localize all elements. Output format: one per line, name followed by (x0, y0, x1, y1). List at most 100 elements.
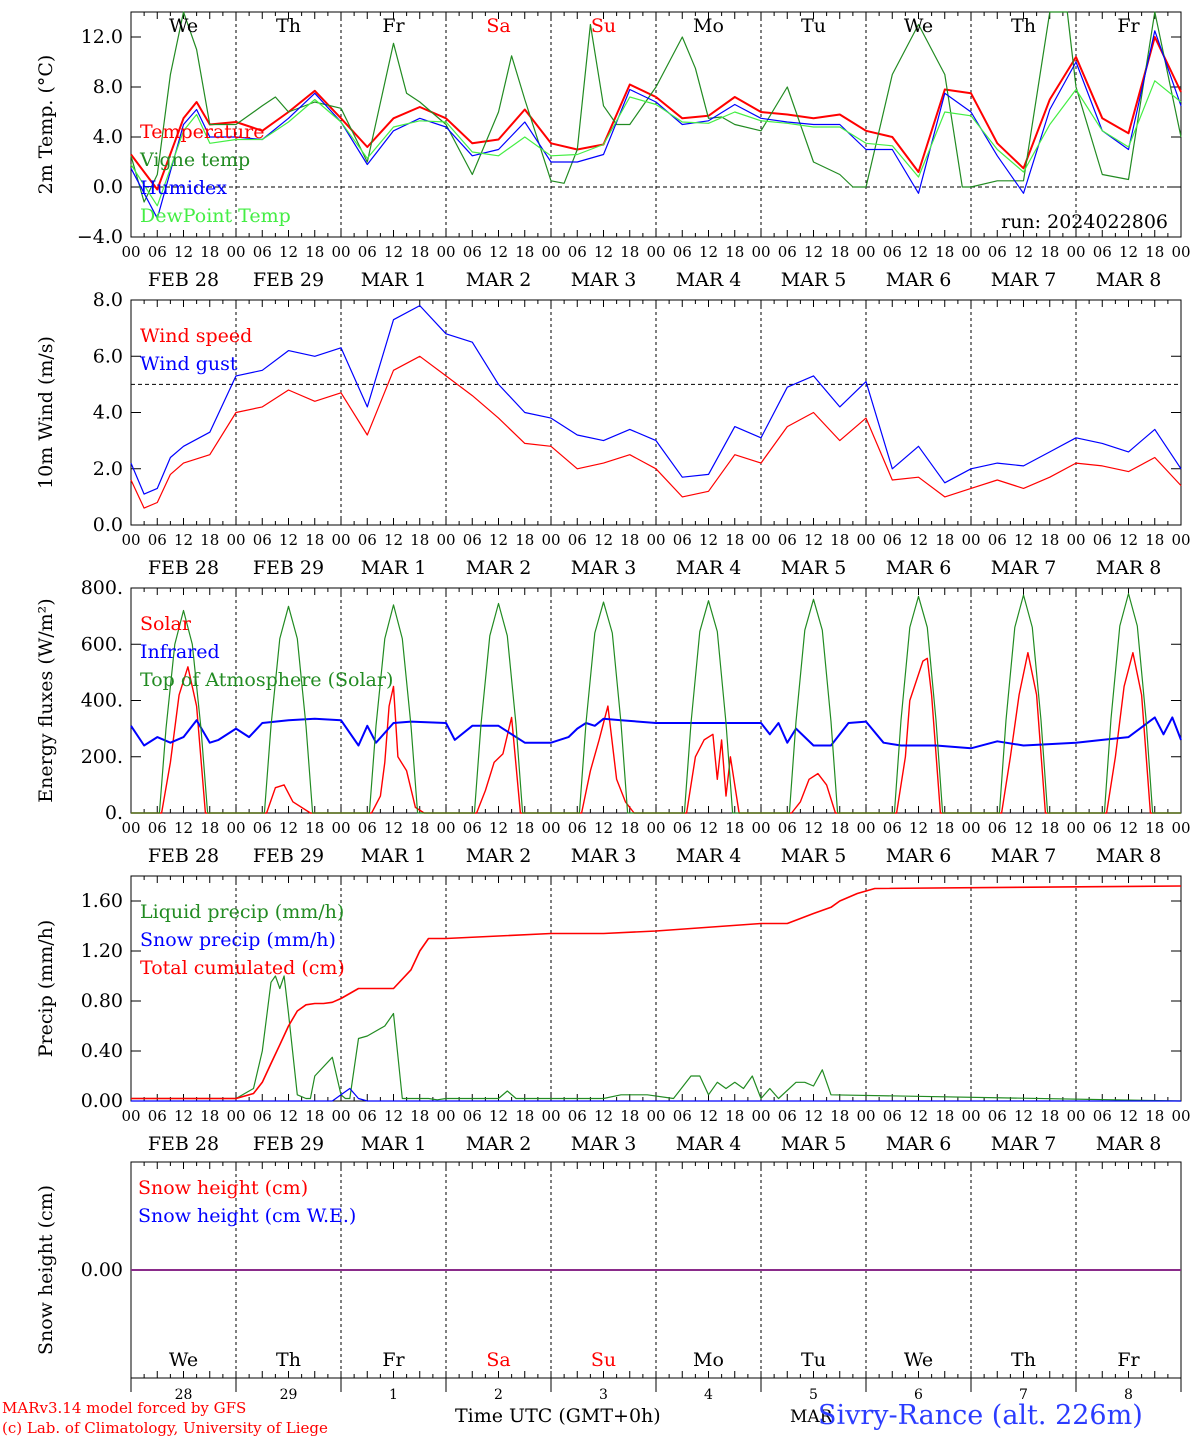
date-label: MAR 4 (676, 269, 742, 291)
hour-tick-label: 00 (751, 1107, 770, 1125)
legend-entry: Snow precip (mm/h) (140, 929, 336, 951)
hour-tick-label: 12 (804, 819, 823, 837)
y-tick-label: 1.20 (81, 940, 123, 962)
hour-tick-label: 06 (673, 1107, 692, 1125)
hour-tick-label: 06 (778, 531, 797, 549)
y-axis-label: 10m Wind (m/s) (35, 336, 57, 489)
weekday-label-bottom: Th (276, 1349, 301, 1371)
legend-entry: Solar (140, 613, 192, 635)
hour-tick-label: 00 (856, 243, 875, 261)
hour-tick-label: 18 (620, 819, 639, 837)
date-label: FEB 29 (253, 1133, 324, 1155)
legend-entry: Top of Atmosphere (Solar) (140, 669, 393, 691)
hour-tick-label: 18 (1040, 819, 1059, 837)
hour-tick-label: 18 (410, 243, 429, 261)
weekday-label-top: Tu (801, 15, 826, 37)
date-label: MAR 2 (466, 269, 532, 291)
hour-tick-label: 18 (200, 819, 219, 837)
hour-tick-label: 00 (226, 1107, 245, 1125)
hour-tick-label: 12 (384, 1107, 403, 1125)
y-tick-label: 200. (81, 746, 123, 768)
legend-entry: Wind gust (140, 353, 238, 375)
hour-tick-label: 18 (515, 531, 534, 549)
hour-tick-label: 00 (856, 531, 875, 549)
hour-tick-label: 12 (174, 243, 193, 261)
series-line-liquid-precip-mm-h- (131, 975, 1182, 1102)
hour-tick-label: 06 (1093, 531, 1112, 549)
hour-tick-label: 00 (331, 1107, 350, 1125)
weekday-label-top: Sa (486, 15, 510, 37)
hour-tick-label: 00 (961, 1107, 980, 1125)
date-label: MAR 5 (781, 557, 847, 579)
hour-tick-label: 06 (358, 243, 377, 261)
weekday-label-top: Fr (1117, 15, 1140, 37)
hour-tick-label: 00 (646, 1107, 665, 1125)
hour-tick-label: 18 (725, 531, 744, 549)
run-label: run: 2024022806 (1001, 211, 1168, 233)
hour-tick-label: 18 (725, 243, 744, 261)
hour-tick-label: 00 (541, 819, 560, 837)
hour-tick-label: 06 (463, 531, 482, 549)
hour-tick-label: 00 (121, 1107, 140, 1125)
y-tick-label: 0.80 (81, 990, 123, 1012)
hour-tick-label: 18 (1145, 819, 1164, 837)
y-tick-label: 8.0 (93, 289, 123, 311)
hour-tick-label: 00 (646, 531, 665, 549)
hour-tick-label: 06 (568, 1107, 587, 1125)
series-line-humidex (130, 30, 1182, 219)
date-label: MAR 3 (571, 557, 637, 579)
date-label: MAR 4 (676, 1133, 742, 1155)
hour-tick-label: 18 (830, 819, 849, 837)
hour-tick-label: 18 (935, 1107, 954, 1125)
series-line-wind-gust (130, 305, 1182, 495)
hour-tick-label: 00 (751, 243, 770, 261)
hour-tick-label: 12 (174, 531, 193, 549)
hour-tick-label: 12 (1014, 1107, 1033, 1125)
hour-tick-label: 18 (1145, 243, 1164, 261)
hour-tick-label: 12 (909, 1107, 928, 1125)
weekday-label-bottom: Tu (801, 1349, 826, 1371)
day-number-label: 4 (704, 1387, 713, 1403)
legend-entry: Infrared (140, 641, 220, 663)
hour-tick-label: 18 (620, 1107, 639, 1125)
day-number-label: 28 (175, 1387, 193, 1403)
station-label: Sivry-Rance (alt. 226m) (818, 1400, 1143, 1431)
weekday-label-bottom: We (904, 1349, 933, 1371)
hour-tick-label: 18 (1145, 1107, 1164, 1125)
date-label: MAR 8 (1096, 269, 1162, 291)
plot-frame (130, 299, 1182, 526)
hour-tick-label: 12 (279, 819, 298, 837)
hour-tick-label: 12 (804, 1107, 823, 1125)
day-number-label: 6 (914, 1387, 923, 1403)
hour-tick-label: 18 (830, 1107, 849, 1125)
hour-tick-label: 00 (121, 819, 140, 837)
date-label: MAR 6 (886, 269, 952, 291)
credit-line-1: MARv3.14 model forced by GFS (2, 1399, 247, 1417)
y-tick-label: 0.40 (81, 1040, 123, 1062)
hour-tick-label: 18 (935, 819, 954, 837)
hour-tick-label: 12 (594, 243, 613, 261)
y-tick-label: 6.0 (93, 345, 123, 367)
hour-tick-label: 06 (253, 531, 272, 549)
hour-tick-label: 06 (883, 243, 902, 261)
date-label: MAR 3 (571, 1133, 637, 1155)
hour-tick-label: 06 (673, 243, 692, 261)
weekday-label-top: We (904, 15, 933, 37)
hour-tick-label: 18 (200, 243, 219, 261)
hour-tick-label: 00 (856, 1107, 875, 1125)
weekday-label-bottom: Th (1011, 1349, 1036, 1371)
hour-tick-label: 00 (436, 531, 455, 549)
day-number-label: 3 (599, 1387, 608, 1403)
hour-tick-label: 06 (253, 243, 272, 261)
hour-tick-label: 12 (174, 819, 193, 837)
x-axis-label: Time UTC (GMT+0h) (455, 1405, 661, 1427)
series-line-total-cumulated-cm- (131, 885, 1182, 1100)
legend-entry: Vigne temp (139, 149, 250, 171)
hour-tick-label: 12 (489, 819, 508, 837)
date-label: MAR 7 (991, 845, 1057, 867)
hour-tick-label: 18 (935, 243, 954, 261)
hour-tick-label: 12 (909, 243, 928, 261)
day-number-label: 8 (1124, 1387, 1133, 1403)
hour-tick-label: 00 (226, 531, 245, 549)
hour-tick-label: 18 (305, 243, 324, 261)
